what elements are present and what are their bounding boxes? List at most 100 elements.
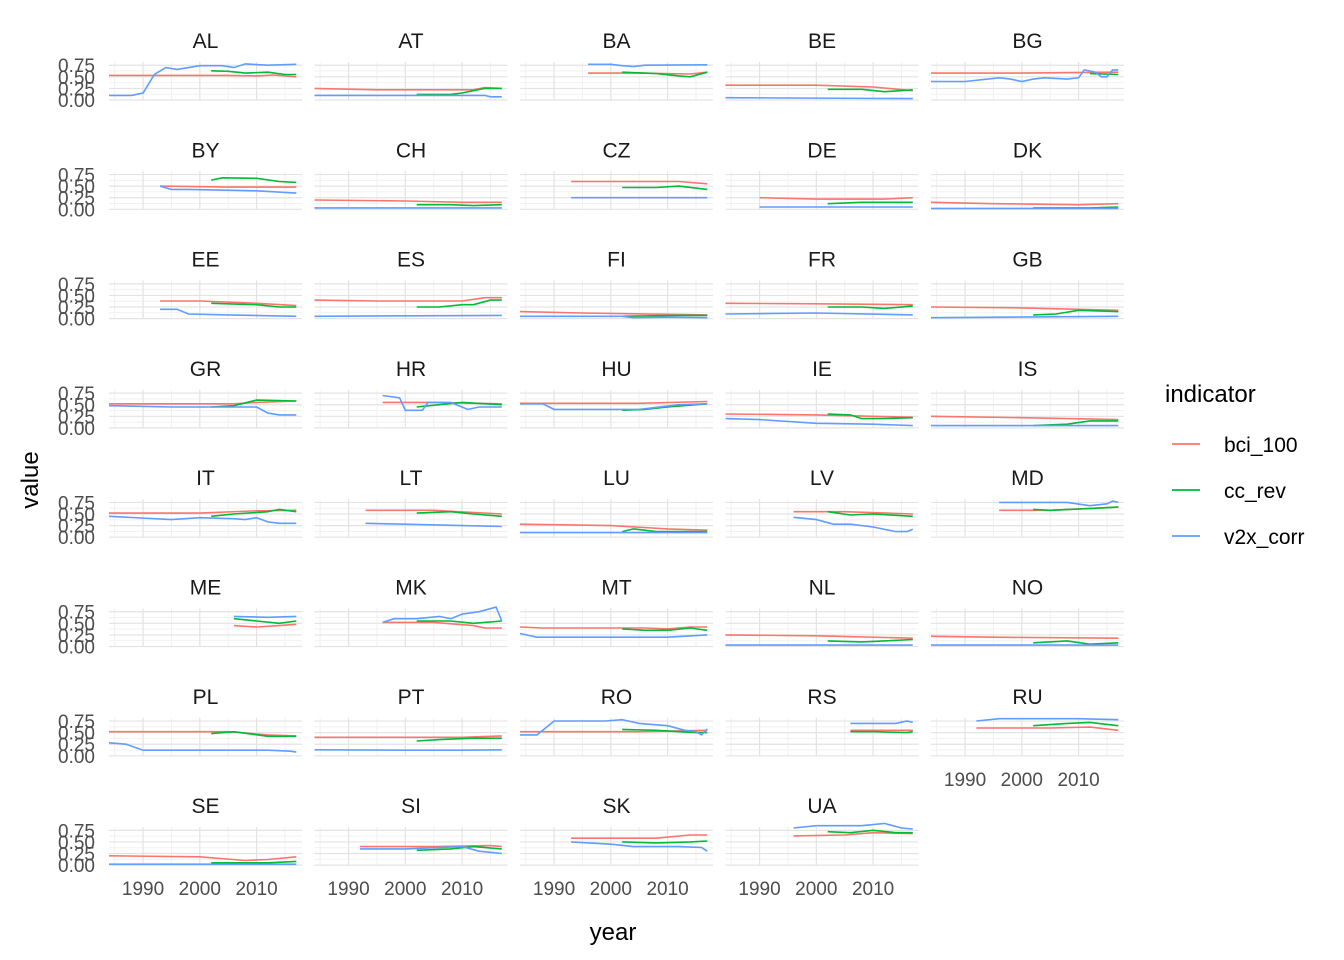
series-line-v2x-corr — [725, 96, 913, 100]
facet-label: SE — [191, 795, 219, 818]
series-line-cc-rev — [827, 638, 913, 643]
facet-pl: PL 0.000.250.500.75 — [58, 686, 302, 768]
facet-label: SI — [401, 795, 421, 818]
facet-gr: GR 0.000.250.500.75 — [58, 358, 302, 440]
y-tick-label: 0.75 — [58, 712, 95, 733]
facet-sk: SK 1990 2000 2010 — [520, 795, 713, 900]
series-line-v2x-corr — [725, 417, 913, 427]
facet-se: SE 0.000.250.500.75 1990 2000 2010 — [58, 795, 302, 900]
facet-al: AL 0.000.250.500.75 — [58, 30, 302, 112]
series-line-bci-100 — [109, 400, 297, 405]
legend-label: cc_rev — [1224, 480, 1286, 503]
facet-fr: FR — [725, 249, 919, 320]
series-line-v2x-corr — [108, 515, 297, 525]
series-line-cc-rev — [827, 510, 913, 518]
facet-lv: LV — [725, 467, 919, 538]
x-tick-label: 1990 — [122, 879, 164, 900]
facet-ee: EE 0.000.250.500.75 — [58, 249, 302, 331]
facet-me: ME 0.000.250.500.75 — [58, 577, 302, 659]
series-line-cc-rev — [827, 413, 913, 420]
y-tick-label: 0.50 — [58, 614, 95, 635]
series-line-cc-rev — [1033, 506, 1119, 512]
legend-title: indicator — [1165, 381, 1256, 408]
y-tick-label: 0.50 — [58, 396, 95, 417]
y-tick-label: 0.00 — [58, 747, 95, 768]
series-line-cc-rev — [827, 829, 913, 834]
series-line-bci-100 — [109, 74, 297, 78]
series-line-bci-100 — [365, 509, 502, 515]
series-line-cc-rev — [850, 730, 913, 734]
facet-ro: RO — [520, 686, 713, 757]
facet-label: AT — [398, 30, 423, 53]
y-tick-label: 0.50 — [58, 724, 95, 745]
facet-label: IS — [1018, 358, 1038, 381]
series-line-cc-rev — [233, 617, 297, 625]
series-line-v2x-corr — [999, 500, 1119, 507]
series-line-v2x-corr — [382, 606, 503, 624]
legend: indicator bci_100 cc_rev v2x_corr — [1165, 381, 1305, 549]
series-line-cc-rev — [622, 840, 708, 844]
x-tick-label: 2000 — [1001, 770, 1043, 791]
series-line-cc-rev — [211, 302, 297, 308]
series-line-cc-rev — [1089, 72, 1119, 76]
facet-label: MD — [1011, 467, 1044, 490]
facet-label: PT — [398, 686, 425, 709]
series-line-bci-100 — [588, 71, 708, 75]
facet-ie: IE — [725, 358, 919, 429]
series-line-v2x-corr — [793, 822, 913, 830]
legend-entry-cc-rev: cc_rev — [1172, 480, 1286, 503]
y-tick-label: 0.75 — [58, 166, 95, 187]
series-line-bci-100 — [571, 180, 708, 185]
series-line-cc-rev — [416, 510, 502, 518]
series-line-bci-100 — [571, 834, 708, 839]
y-tick-label: 0.25 — [58, 189, 95, 210]
series-line-v2x-corr — [359, 845, 502, 855]
facet-md: MD — [931, 467, 1124, 538]
series-line-cc-rev — [416, 845, 502, 852]
series-line-cc-rev — [622, 314, 708, 318]
facet-label: PL — [193, 686, 219, 709]
y-tick-label: 0.25 — [58, 407, 95, 428]
facet-label: CZ — [603, 139, 631, 162]
series-line-bci-100 — [382, 621, 502, 629]
legend-label: bci_100 — [1224, 434, 1298, 457]
facet-rs: RS — [725, 686, 919, 757]
facet-label: DK — [1013, 139, 1042, 162]
y-tick-label: 0.75 — [58, 384, 95, 405]
series-line-bci-100 — [519, 626, 708, 630]
series-line-v2x-corr — [108, 404, 297, 416]
series-line-cc-rev — [211, 70, 297, 76]
x-tick-label: 2000 — [590, 879, 632, 900]
facet-label: IT — [196, 467, 215, 490]
facet-it: IT 0.000.250.500.75 — [58, 467, 302, 549]
series-line-cc-rev — [211, 730, 297, 738]
facet-label: NL — [809, 577, 836, 600]
x-tick-label: 2010 — [852, 879, 894, 900]
facet-label: FR — [808, 249, 836, 272]
facet-label: ME — [190, 577, 222, 600]
y-tick-label: 0.00 — [58, 419, 95, 440]
series-line-cc-rev — [622, 528, 708, 533]
series-line-bci-100 — [519, 523, 708, 531]
facet-label: UA — [807, 795, 836, 818]
facet-label: GB — [1012, 249, 1042, 272]
facet-fi: FI — [519, 249, 713, 320]
x-tick-label: 2010 — [235, 879, 277, 900]
series-line-bci-100 — [793, 510, 913, 515]
facet-mk: MK — [314, 577, 508, 648]
series-line-v2x-corr — [159, 185, 297, 194]
facet-hr: HR — [314, 358, 508, 429]
series-line-cc-rev — [1033, 721, 1119, 727]
facet-label: RS — [807, 686, 836, 709]
facet-mt: MT — [519, 577, 713, 648]
y-tick-label: 0.25 — [58, 735, 95, 756]
facet-label: MK — [395, 577, 427, 600]
series-line-cc-rev — [416, 87, 502, 96]
series-line-cc-rev — [416, 737, 502, 742]
series-line-bci-100 — [160, 300, 297, 307]
x-tick-label: 1990 — [327, 879, 369, 900]
facet-label: AL — [193, 30, 219, 53]
y-tick-label: 0.25 — [58, 517, 95, 538]
